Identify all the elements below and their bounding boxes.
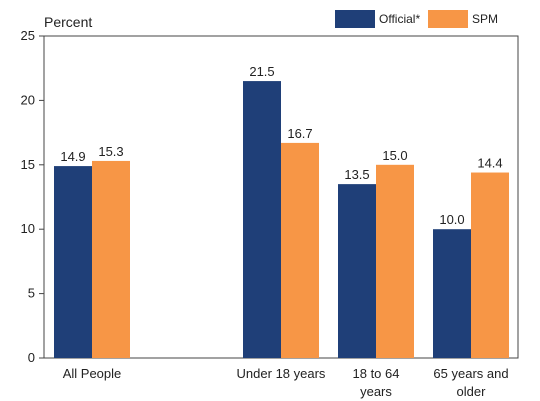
y-tick-label: 5 (28, 286, 35, 301)
x-tick-label: 65 years and (433, 366, 508, 381)
legend-swatch (335, 10, 375, 28)
x-tick-label: Under 18 years (237, 366, 326, 381)
data-label: 14.4 (477, 156, 502, 171)
bars: 14.9 15.3 21.5 16.7 13.5 15.0 10.0 14.4 (54, 64, 509, 358)
y-tick-label: 15 (21, 157, 35, 172)
y-tick-label: 20 (21, 92, 35, 107)
data-label: 21.5 (249, 64, 274, 79)
legend-label: SPM (472, 12, 498, 26)
y-tick-label: 10 (21, 221, 35, 236)
x-axis: All People Under 18 years 18 to 64 years 65 … (63, 366, 509, 399)
bar (54, 166, 92, 358)
y-axis-label: Percent (44, 14, 92, 30)
bar (243, 81, 281, 358)
data-label: 10.0 (439, 212, 464, 227)
bar (281, 142, 319, 358)
bar (92, 160, 130, 358)
data-label: 15.3 (98, 144, 123, 159)
bar (471, 172, 509, 358)
x-tick-label: years (360, 384, 392, 399)
data-label: 13.5 (344, 167, 369, 182)
y-tick-label: 0 (28, 350, 35, 365)
legend-swatch (428, 10, 468, 28)
x-tick-label: 18 to 64 (353, 366, 400, 381)
legend: Official* SPM (335, 10, 498, 28)
y-axis: 0 5 10 15 20 25 (21, 28, 44, 365)
bar (376, 164, 414, 358)
data-label: 14.9 (60, 149, 85, 164)
y-tick-label: 25 (21, 28, 35, 43)
x-tick-label: All People (63, 366, 122, 381)
legend-label: Official* (379, 12, 420, 26)
data-label: 15.0 (382, 148, 407, 163)
bar (338, 184, 376, 358)
bar (433, 229, 471, 358)
data-label: 16.7 (287, 126, 312, 141)
x-tick-label: older (457, 384, 487, 399)
